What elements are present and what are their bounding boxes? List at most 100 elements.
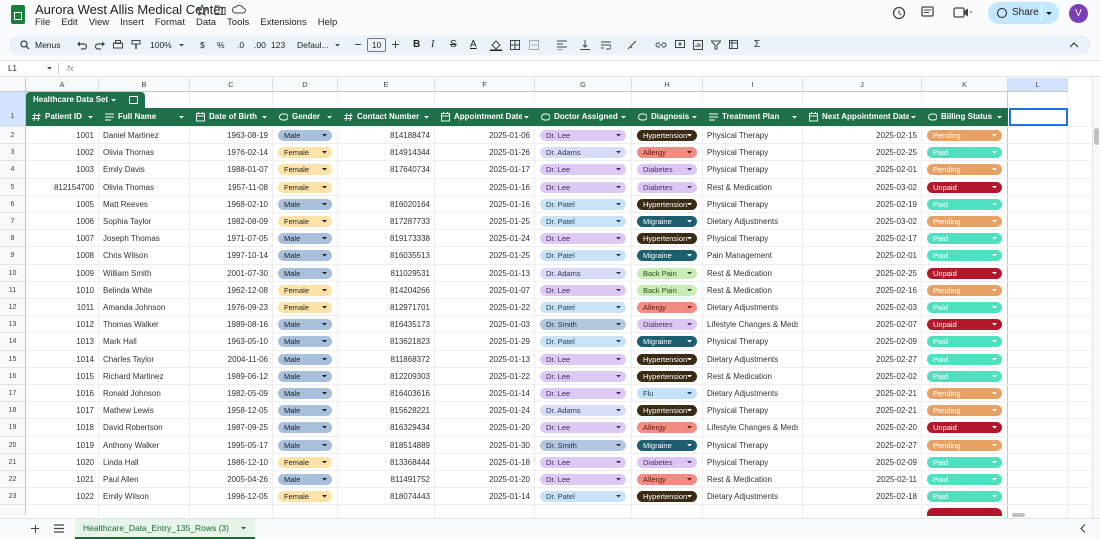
row-header[interactable]: 5	[0, 178, 26, 196]
cell-text[interactable]: 1957-11-08	[227, 182, 268, 192]
cell-text[interactable]: 1017	[76, 406, 94, 416]
cell-text[interactable]: 814914344	[389, 148, 430, 158]
cell-text[interactable]: Rest & Medication	[707, 371, 772, 381]
column-header[interactable]: C	[190, 78, 273, 92]
merge-icon[interactable]	[529, 40, 539, 50]
dropdown-chip[interactable]: Paid	[927, 147, 1002, 159]
column-header[interactable]: B	[99, 78, 190, 92]
cell-text[interactable]: 816035513	[389, 251, 430, 261]
dropdown-chip[interactable]: Migraine	[637, 336, 697, 348]
dropdown-chip[interactable]: Dr. Patel	[540, 302, 626, 313]
dropdown-chip[interactable]: Flu	[637, 388, 697, 399]
dropdown-chip[interactable]: Hypertension	[637, 353, 697, 365]
row-header[interactable]: 1	[0, 92, 26, 127]
table-icon[interactable]	[729, 40, 741, 50]
dropdown-chip[interactable]: Dr. Adams	[540, 405, 626, 417]
row-header[interactable]: 9	[0, 247, 26, 265]
account-avatar[interactable]: V	[1069, 4, 1088, 23]
cell-text[interactable]: 2025-01-06	[489, 131, 530, 140]
dropdown-chip[interactable]: Pending	[927, 439, 1002, 451]
sheets-logo[interactable]	[11, 5, 25, 24]
collapse-icon[interactable]	[1070, 42, 1078, 48]
cell-text[interactable]: 2025-02-01	[876, 251, 917, 261]
cell-text[interactable]: Sophia Taylor	[103, 217, 152, 226]
toolbar-percent[interactable]: %	[217, 40, 225, 50]
cell-text[interactable]: 814188474	[389, 131, 430, 140]
cell-text[interactable]: 2025-01-30	[489, 440, 530, 450]
dropdown-chip[interactable]: Dr. Lee	[540, 456, 626, 468]
dropdown-chip[interactable]: Allergy	[637, 302, 697, 313]
dropdown-chip[interactable]: Back Pain	[637, 284, 697, 296]
row-header[interactable]: 14	[0, 333, 26, 351]
dropdown-chip[interactable]: Paid	[927, 336, 1002, 348]
cell-text[interactable]: 1968-02-10	[227, 199, 268, 209]
cell-text[interactable]: 2001-07-30	[227, 268, 268, 278]
row-header[interactable]: 23	[0, 488, 26, 506]
cell-text[interactable]: Rest & Medication	[707, 182, 772, 192]
dropdown-chip[interactable]: Dr. Lee	[540, 130, 626, 141]
dropdown-chip[interactable]: Hypertension	[637, 491, 697, 503]
cell-text[interactable]: David Robertson	[103, 423, 163, 433]
cell-text[interactable]: 1958-12-05	[227, 406, 268, 416]
dropdown-caret[interactable]	[424, 116, 429, 119]
cell-text[interactable]: 1021	[76, 475, 94, 484]
table-column-header[interactable]: Diagnosis	[651, 112, 690, 121]
table-name[interactable]: Healthcare Data Set	[33, 95, 109, 104]
cell-text[interactable]: 813368444	[389, 457, 430, 467]
cell-text[interactable]: 1009	[76, 268, 94, 278]
comments-icon[interactable]	[921, 6, 934, 19]
cell-text[interactable]: Mathew Lewis	[103, 406, 154, 416]
toolbar-functions[interactable]: Σ	[754, 39, 761, 50]
cell-text[interactable]: 1019	[76, 440, 94, 450]
cell-text[interactable]: 1011	[76, 303, 94, 312]
dropdown-caret[interactable]	[692, 116, 697, 119]
table-column-header[interactable]: Gender	[292, 112, 321, 121]
cell-text[interactable]: 1963-05-10	[227, 337, 268, 347]
column-header[interactable]: L	[1008, 78, 1068, 92]
row-header[interactable]: 4	[0, 161, 26, 179]
dropdown-chip[interactable]: Migraine	[637, 439, 697, 451]
cell-text[interactable]: 1982-08-09	[227, 217, 268, 226]
dropdown-chip[interactable]: Allergy	[637, 474, 697, 485]
cell-text[interactable]: Rest & Medication	[707, 268, 772, 278]
share-button[interactable]: Share	[988, 2, 1059, 24]
dropdown-chip[interactable]: Migraine	[637, 216, 697, 227]
name-box[interactable]: L1	[8, 64, 17, 73]
cell-text[interactable]: 2025-01-26	[489, 148, 530, 158]
cell-text[interactable]: Physical Therapy	[707, 440, 769, 450]
menu-item[interactable]: View	[88, 17, 110, 28]
scroll-tabs-icon[interactable]	[1080, 524, 1086, 533]
cell-text[interactable]: 2025-02-27	[876, 440, 917, 450]
cell-text[interactable]: Daniel Martinez	[103, 131, 159, 140]
dropdown-chip[interactable]: Unpaid	[927, 267, 1002, 279]
add-sheet-v[interactable]	[34, 524, 36, 533]
cell-text[interactable]: Physical Therapy	[707, 337, 769, 347]
row-header[interactable]: 3	[0, 144, 26, 162]
table-name-chip[interactable]: Healthcare Data Set	[26, 92, 145, 108]
column-header[interactable]: K	[922, 78, 1008, 92]
column-header[interactable]: H	[632, 78, 703, 92]
cell-text[interactable]: 1014	[76, 354, 94, 364]
cell-text[interactable]: 1005	[76, 199, 94, 209]
cell-text[interactable]: 2025-01-29	[489, 337, 530, 347]
filter-icon[interactable]	[711, 40, 721, 50]
toolbar-text-color[interactable]: A	[470, 39, 477, 50]
cell-text[interactable]: 1986-12-10	[227, 457, 268, 467]
table-column-header[interactable]: Full Name	[118, 112, 157, 121]
cell-text[interactable]: 2025-02-27	[876, 354, 917, 364]
cell-text[interactable]: 811491752	[390, 475, 430, 484]
menu-item[interactable]: Edit	[61, 17, 78, 28]
toolbar-font[interactable]: Defaul...	[297, 40, 329, 50]
cell-text[interactable]: 2025-02-18	[876, 492, 917, 502]
cell-text[interactable]: 1995-05-17	[227, 440, 268, 450]
column-header[interactable]: F	[435, 78, 535, 92]
dropdown-chip[interactable]: Diabetes	[637, 181, 697, 193]
cell-text[interactable]: 818514889	[389, 440, 430, 450]
row-header[interactable]: 8	[0, 230, 26, 248]
cell-text[interactable]: Physical Therapy	[707, 199, 769, 209]
cell-text[interactable]: Physical Therapy	[707, 131, 769, 140]
table-column-header[interactable]: Doctor Assigned	[554, 112, 618, 121]
dropdown-chip[interactable]: Female	[278, 164, 332, 176]
dropdown-chip[interactable]: Dr. Lee	[540, 233, 626, 245]
cell-text[interactable]: 817287733	[389, 217, 430, 226]
